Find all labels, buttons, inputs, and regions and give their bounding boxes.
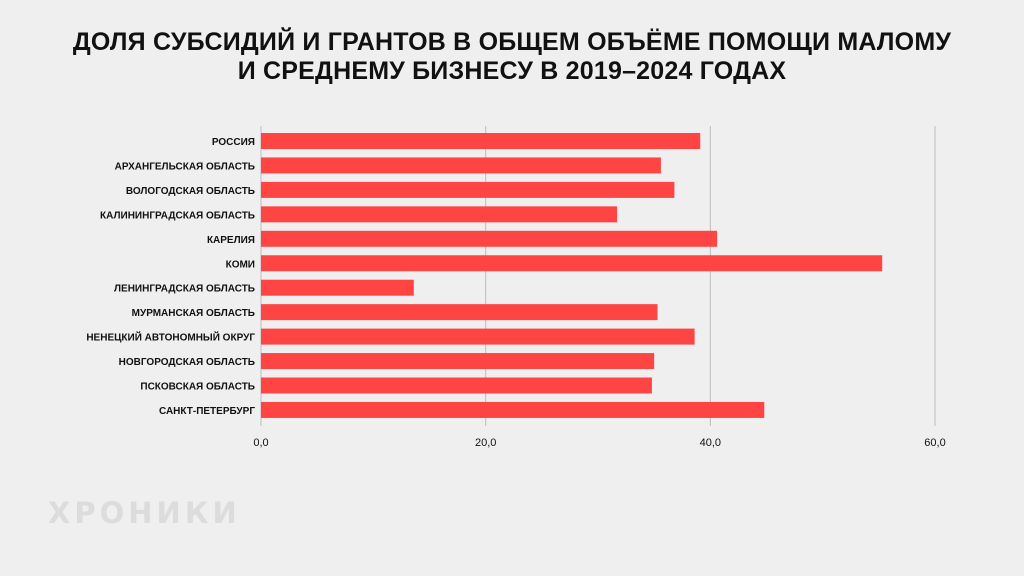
chart-title-line-1: ДОЛЯ СУБСИДИЙ И ГРАНТОВ В ОБЩЕМ ОБЪЁМЕ П… xyxy=(72,28,952,56)
chart-title: ДОЛЯ СУБСИДИЙ И ГРАНТОВ В ОБЩЕМ ОБЪЁМЕ П… xyxy=(40,28,984,86)
chart-title-line-2: И СРЕДНЕМУ БИЗНЕСУ В 2019–2024 ГОДАХ xyxy=(237,57,787,85)
category-label: КОМИ xyxy=(226,259,255,270)
category-label: КАЛИНИНГРАДСКАЯ ОБЛАСТЬ xyxy=(100,210,255,221)
x-tick-label: 60,0 xyxy=(924,437,945,449)
x-tick-label: 0,0 xyxy=(253,437,268,449)
x-tick-label: 20,0 xyxy=(475,437,496,449)
category-label: НОВГОРОДСКАЯ ОБЛАСТЬ xyxy=(119,357,255,368)
bar xyxy=(261,230,718,247)
bar xyxy=(261,181,675,198)
bar xyxy=(261,133,701,149)
bar xyxy=(261,279,414,296)
x-tick-labels: 0,0 20,0 40,0 60,0 xyxy=(253,437,945,449)
bar xyxy=(261,255,883,272)
bar xyxy=(261,304,658,321)
category-label: АРХАНГЕЛЬСКАЯ ОБЛАСТЬ xyxy=(115,161,255,172)
bars xyxy=(261,133,883,418)
category-label: МУРМАНСКАЯ ОБЛАСТЬ xyxy=(132,308,255,319)
watermark-logo: ХРОНИКИ xyxy=(48,496,241,530)
category-label: САНКТ-ПЕТЕРБУРГ xyxy=(159,406,255,417)
category-label: РОССИЯ xyxy=(212,137,255,148)
bar xyxy=(261,328,695,345)
bar xyxy=(261,157,661,174)
x-tick-label: 40,0 xyxy=(700,437,721,449)
bar xyxy=(261,401,765,418)
category-labels: РОССИЯ АРХАНГЕЛЬСКАЯ ОБЛАСТЬ ВОЛОГОДСКАЯ О… xyxy=(86,137,255,417)
category-label: НЕНЕЦКИЙ АВТОНОМНЫЙ ОКРУГ xyxy=(86,331,255,344)
category-label: ЛЕНИНГРАДСКАЯ ОБЛАСТЬ xyxy=(114,284,255,295)
bar xyxy=(261,206,618,223)
category-label: ВОЛОГОДСКАЯ ОБЛАСТЬ xyxy=(126,186,255,197)
bar xyxy=(261,353,655,370)
category-label: ПСКОВСКАЯ ОБЛАСТЬ xyxy=(140,382,255,393)
category-label: КАРЕЛИЯ xyxy=(207,235,255,246)
grid-lines xyxy=(260,126,936,426)
bar xyxy=(261,377,652,394)
